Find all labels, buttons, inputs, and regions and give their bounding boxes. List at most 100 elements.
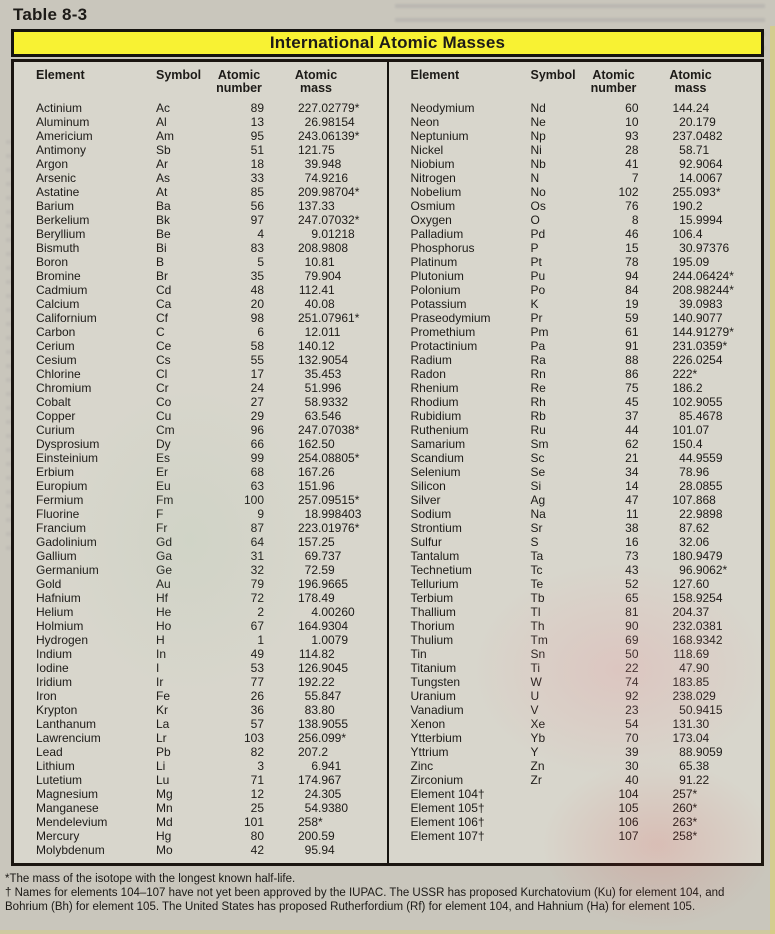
element-name: Ytterbium (410, 731, 462, 745)
atomic-mass-fraction: .2 (692, 381, 703, 395)
atomic-mass-integer: 4 (311, 605, 318, 619)
atomic-mass-fraction: .996 (318, 381, 342, 395)
atomic-mass-integer: 247 (297, 213, 318, 227)
table-row: Vanadium V 23 50.9415 (411, 703, 758, 717)
table-row: Astatine At 85 209.98704* (36, 185, 383, 199)
table-row: Bromine Br 35 79.904 (36, 269, 383, 283)
atomic-number: 97 (250, 213, 264, 227)
element-name: Mercury (36, 829, 80, 843)
atomic-mass-fraction: .08805* (318, 451, 360, 465)
atomic-number: 72 (250, 591, 264, 605)
element-symbol: Os (530, 199, 546, 213)
atomic-mass: 192.22 (264, 675, 383, 689)
atomic-number: 56 (250, 199, 264, 213)
atomic-mass-integer: 257 (297, 493, 318, 507)
element-symbol: Ca (156, 297, 172, 311)
element-name: Chromium (36, 381, 92, 395)
atomic-number: 78 (625, 255, 639, 269)
element-name: Technetium (410, 563, 472, 577)
atomic-mass: 58.71 (639, 143, 758, 157)
atomic-number: 84 (625, 283, 639, 297)
table-row: Polonium Po 84 208.98244* (411, 283, 758, 297)
element-symbol: Ho (156, 619, 172, 633)
element-symbol: Tb (530, 591, 545, 605)
header-atomic-number: Atomic number (216, 68, 262, 95)
element-symbol: Tl (530, 605, 541, 619)
header-element: Element (410, 68, 460, 82)
atomic-mass: 1.0079 (264, 633, 383, 647)
element-name: Hafnium (36, 591, 81, 605)
atomic-mass-fraction: .60 (692, 577, 710, 591)
element-symbol: Tc (530, 563, 543, 577)
atomic-mass-integer: 258 (672, 829, 693, 843)
atomic-mass-integer: 140 (672, 311, 693, 325)
atomic-mass-integer: 40 (304, 297, 318, 311)
atomic-mass: 186.2 (639, 381, 758, 395)
element-symbol: Hf (156, 591, 168, 605)
atomic-mass-integer: 227 (297, 101, 318, 115)
element-symbol: Sm (530, 437, 549, 451)
element-name: Beryllium (36, 227, 86, 241)
atomic-number: 67 (250, 619, 264, 633)
atomic-mass: 127.60 (639, 577, 758, 591)
atomic-mass-integer: 39 (679, 297, 693, 311)
element-symbol: La (156, 717, 170, 731)
atomic-number: 104 (618, 787, 639, 801)
element-symbol: Si (530, 479, 542, 493)
atomic-mass: 151.96 (264, 479, 383, 493)
element-symbol: I (156, 661, 160, 675)
atomic-number: 29 (250, 409, 264, 423)
atomic-mass: 247.07038* (264, 423, 383, 437)
atomic-number: 61 (625, 325, 639, 339)
element-symbol: Cf (156, 311, 168, 325)
atomic-number: 53 (250, 661, 264, 675)
atomic-mass-fraction: .41 (318, 283, 335, 297)
atomic-mass: 257 * (639, 787, 758, 801)
element-symbol: Pt (530, 255, 542, 269)
atomic-mass: 222 * (639, 367, 758, 381)
table-row: Terbium Tb 65 158.9254 (411, 591, 758, 605)
atomic-number: 20 (250, 297, 264, 311)
element-name: Tellurium (410, 577, 459, 591)
element-symbol: Co (156, 395, 172, 409)
table-footnotes: *The mass of the isotope with the longes… (5, 872, 769, 914)
atomic-mass: 178.49 (264, 591, 383, 605)
element-symbol: Br (156, 269, 168, 283)
atomic-mass-integer: 223 (297, 521, 318, 535)
element-name: Actinium (36, 101, 83, 115)
table-row: Praseodymium Pr 59 140.9077 (411, 311, 758, 325)
element-symbol: Ag (530, 493, 546, 507)
element-symbol: Fr (156, 521, 168, 535)
element-symbol: Bi (156, 241, 167, 255)
element-name: Gallium (36, 549, 77, 563)
element-symbol: Bk (156, 213, 171, 227)
atomic-mass-fraction: .904 (318, 269, 342, 283)
atomic-number: 58 (250, 339, 264, 353)
atomic-mass-fraction: .9077 (692, 311, 723, 325)
atomic-mass-integer: 237 (672, 129, 693, 143)
element-name: Tungsten (410, 675, 461, 689)
atomic-mass: 238.029 (639, 689, 758, 703)
atomic-number: 82 (250, 745, 264, 759)
table-row: Lithium Li 3 6.941 (36, 759, 383, 773)
atomic-mass: 174.967 (264, 773, 383, 787)
element-symbol: N (530, 171, 540, 185)
atomic-mass-fraction: .06424* (692, 269, 734, 283)
table-row: Iron Fe 26 55.847 (36, 689, 383, 703)
atomic-number: 60 (625, 101, 639, 115)
atomic-mass-fraction: .24 (692, 101, 710, 115)
atomic-mass: 131.30 (639, 717, 758, 731)
element-rows-left: Actinium Ac 89 227.02779* Aluminum Al 13 26.981… (14, 97, 387, 857)
table-row: Element 105† 105 260 * (411, 801, 758, 815)
table-row: Mercury Hg 80 200.59 (36, 829, 383, 843)
element-name: Rhodium (410, 395, 459, 409)
atomic-number: 76 (625, 199, 639, 213)
atomic-mass-fraction: .0254 (692, 353, 723, 367)
table-row: Europium Eu 63 151.96 (36, 479, 383, 493)
atomic-mass: 55.847 (264, 689, 383, 703)
atomic-number: 93 (625, 129, 639, 143)
element-name: Boron (36, 255, 69, 269)
atomic-mass: 207.2 (264, 745, 383, 759)
atomic-mass-fraction: .9415 (692, 703, 723, 717)
element-name: Cadmium (36, 283, 88, 297)
